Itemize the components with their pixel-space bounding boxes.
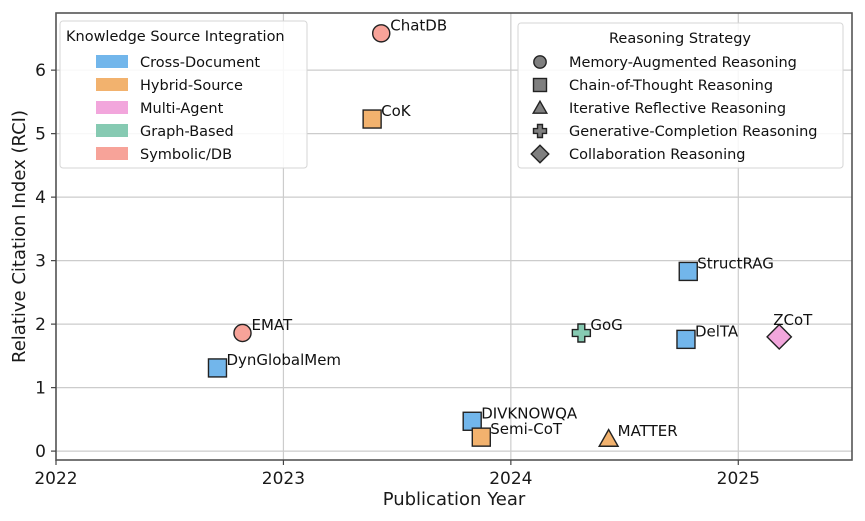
data-point-structrag	[678, 261, 698, 282]
legend-patch	[96, 55, 128, 68]
x-tick-label: 2023	[262, 469, 305, 489]
legend-entry: Collaboration Reasoning	[569, 147, 746, 163]
legend-entry: Iterative Reflective Reasoning	[569, 101, 786, 117]
data-point-semi-cot	[471, 427, 491, 447]
legend-patch	[96, 78, 128, 91]
legend-entry: Memory-Augmented Reasoning	[569, 55, 797, 71]
legend-patch	[96, 147, 128, 160]
legend-marker-icon	[531, 99, 549, 114]
y-axis-label: Relative Citation Index (RCI)	[9, 110, 30, 363]
data-point-zcot	[766, 323, 793, 350]
legend-entry: Generative-Completion Reasoning	[569, 124, 818, 140]
data-point-cok	[362, 109, 382, 129]
legend-marker-icon	[530, 144, 550, 164]
axes: 2022 2023 2024 2025 0 1 2 3 4 5 6	[34, 12, 853, 489]
point-label: CoK	[381, 102, 412, 120]
point-label: DIVKNOWQA	[481, 404, 578, 422]
data-point-matter	[597, 428, 620, 447]
point-label: ZCoT	[773, 311, 813, 329]
data-points	[207, 24, 793, 447]
point-label: EMAT	[251, 316, 293, 334]
legend-entry: Chain-of-Thought Reasoning	[569, 78, 773, 94]
y-tick-label: 0	[35, 442, 46, 462]
legend-patch	[96, 101, 128, 114]
data-point-emat	[233, 323, 252, 343]
point-labels: DynGlobalMem EMAT CoK ChatDB DIVKNOWQASemi-C…	[226, 16, 813, 440]
legend-entry: Graph-Based	[140, 124, 234, 140]
legend-entry: Multi-Agent	[140, 101, 224, 117]
x-axis-label: Publication Year	[383, 489, 526, 510]
data-point-chatdb	[371, 24, 391, 43]
point-label: DynGlobalMem	[226, 351, 341, 369]
legend-reasoning-strategy: Reasoning Strategy Memory-Augmented Reaso…	[517, 22, 844, 169]
legend-entry: Hybrid-Source	[140, 78, 243, 94]
data-point-delta	[676, 329, 696, 350]
y-tick-label: 2	[35, 315, 46, 335]
data-point-dynglobalmem	[207, 358, 228, 378]
legend-patch	[96, 124, 128, 137]
legend-frame	[517, 22, 844, 169]
legend-marker-icon	[533, 55, 547, 69]
data-point-gog	[571, 323, 592, 343]
legend-knowledge-source: Knowledge Source Integration Cross-Docume…	[59, 20, 308, 169]
x-tick-label: 2025	[717, 469, 760, 489]
point-label: DelTA	[695, 322, 739, 340]
legend-title: Reasoning Strategy	[609, 31, 751, 47]
point-label: Semi-CoT	[490, 420, 563, 438]
plot-frame	[55, 12, 853, 461]
legend-entry: Cross-Document	[140, 55, 260, 71]
y-tick-label: 5	[35, 125, 46, 145]
y-tick-label: 4	[35, 188, 46, 208]
point-label: GoG	[590, 316, 622, 334]
x-tick-label: 2024	[489, 469, 532, 489]
legend-marker-icon	[532, 77, 548, 93]
legend-title: Knowledge Source Integration	[66, 29, 285, 45]
point-label: StructRAG	[697, 254, 774, 272]
y-tick-label: 6	[35, 61, 46, 81]
y-tick-label: 3	[35, 252, 46, 272]
point-label: MATTER	[618, 422, 678, 440]
x-tick-label: 2022	[34, 469, 77, 489]
legend-marker-icon	[532, 123, 548, 139]
point-label: ChatDB	[390, 16, 447, 34]
legend-entry: Symbolic/DB	[140, 147, 232, 163]
y-tick-label: 1	[35, 379, 46, 399]
